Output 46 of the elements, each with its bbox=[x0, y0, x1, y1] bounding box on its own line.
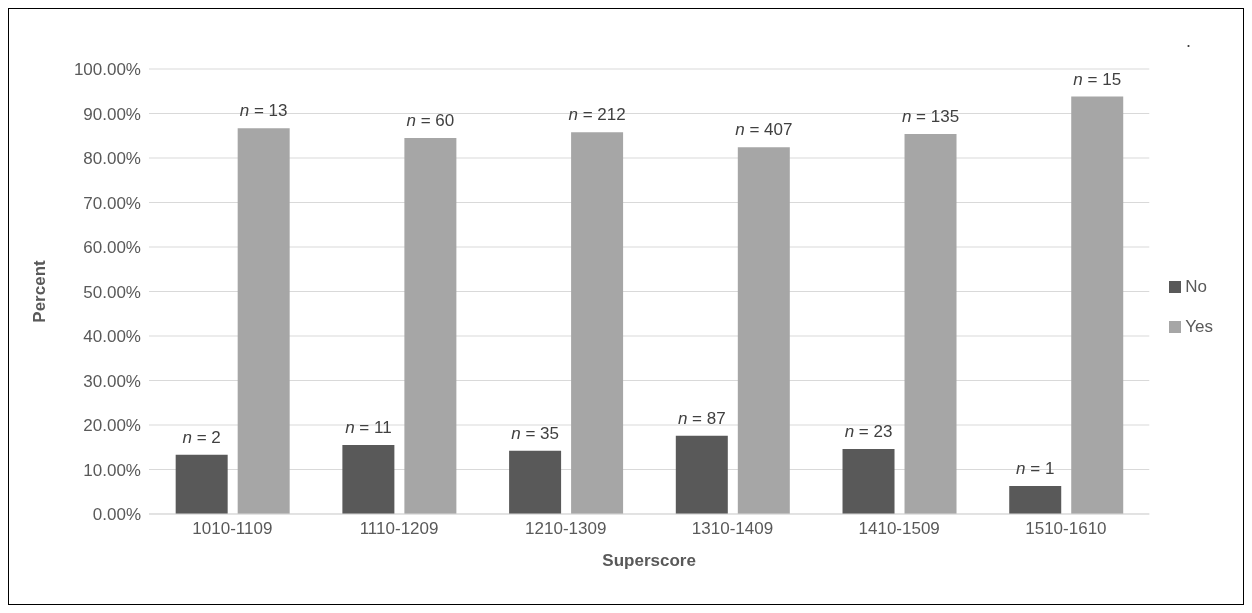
annotation: n = 1 bbox=[1016, 458, 1055, 478]
bar bbox=[1009, 485, 1062, 514]
annotation: n = 11 bbox=[345, 418, 392, 438]
legend-label: No bbox=[1185, 276, 1207, 296]
y-tick-label: 50.00% bbox=[83, 282, 141, 302]
y-tick-label: 10.00% bbox=[83, 460, 141, 480]
y-axis-title: Percent bbox=[30, 259, 50, 323]
bar bbox=[571, 132, 624, 514]
y-tick-label: 0.00% bbox=[92, 505, 141, 525]
y-tick-label: 90.00% bbox=[83, 104, 141, 124]
bar bbox=[404, 137, 457, 514]
x-tick-label: 1010-1109 bbox=[192, 519, 273, 539]
text: . bbox=[1185, 31, 1191, 52]
bar bbox=[842, 449, 895, 514]
annotation: n = 407 bbox=[735, 120, 793, 140]
x-tick-label: 1210-1309 bbox=[525, 519, 607, 539]
bar bbox=[237, 128, 290, 514]
legend-label: Yes bbox=[1185, 316, 1213, 336]
bar bbox=[175, 454, 228, 514]
y-tick-label: 60.00% bbox=[83, 238, 141, 258]
bar bbox=[342, 445, 395, 514]
x-tick-label: 1310-1409 bbox=[691, 519, 774, 539]
annotation: n = 60 bbox=[406, 110, 455, 130]
y-tick-label: 100.00% bbox=[73, 60, 141, 80]
annotation: n = 35 bbox=[511, 423, 559, 443]
annotation: n = 212 bbox=[568, 105, 626, 125]
x-axis-title: Superscore bbox=[602, 551, 696, 570]
annotation: n = 15 bbox=[1073, 69, 1122, 89]
x-tick-label: 1510-1610 bbox=[1025, 519, 1107, 539]
annotation: n = 23 bbox=[844, 422, 893, 442]
bar bbox=[509, 450, 562, 514]
x-tick-label: 1110-1209 bbox=[359, 519, 439, 539]
bar bbox=[675, 435, 728, 514]
y-tick-label: 30.00% bbox=[83, 371, 141, 391]
annotation: n = 87 bbox=[677, 408, 726, 428]
annotation: n = 135 bbox=[901, 106, 960, 126]
y-tick-label: 70.00% bbox=[83, 193, 141, 213]
bar bbox=[737, 147, 790, 514]
bar bbox=[1071, 96, 1124, 514]
annotation: n = 13 bbox=[239, 101, 288, 121]
y-tick-label: 80.00% bbox=[83, 149, 141, 169]
annotation: n = 2 bbox=[182, 427, 221, 447]
bar bbox=[904, 133, 957, 514]
y-tick-label: 20.00% bbox=[83, 416, 141, 436]
x-tick-label: 1410-1509 bbox=[858, 519, 940, 539]
y-tick-label: 40.00% bbox=[83, 327, 141, 347]
